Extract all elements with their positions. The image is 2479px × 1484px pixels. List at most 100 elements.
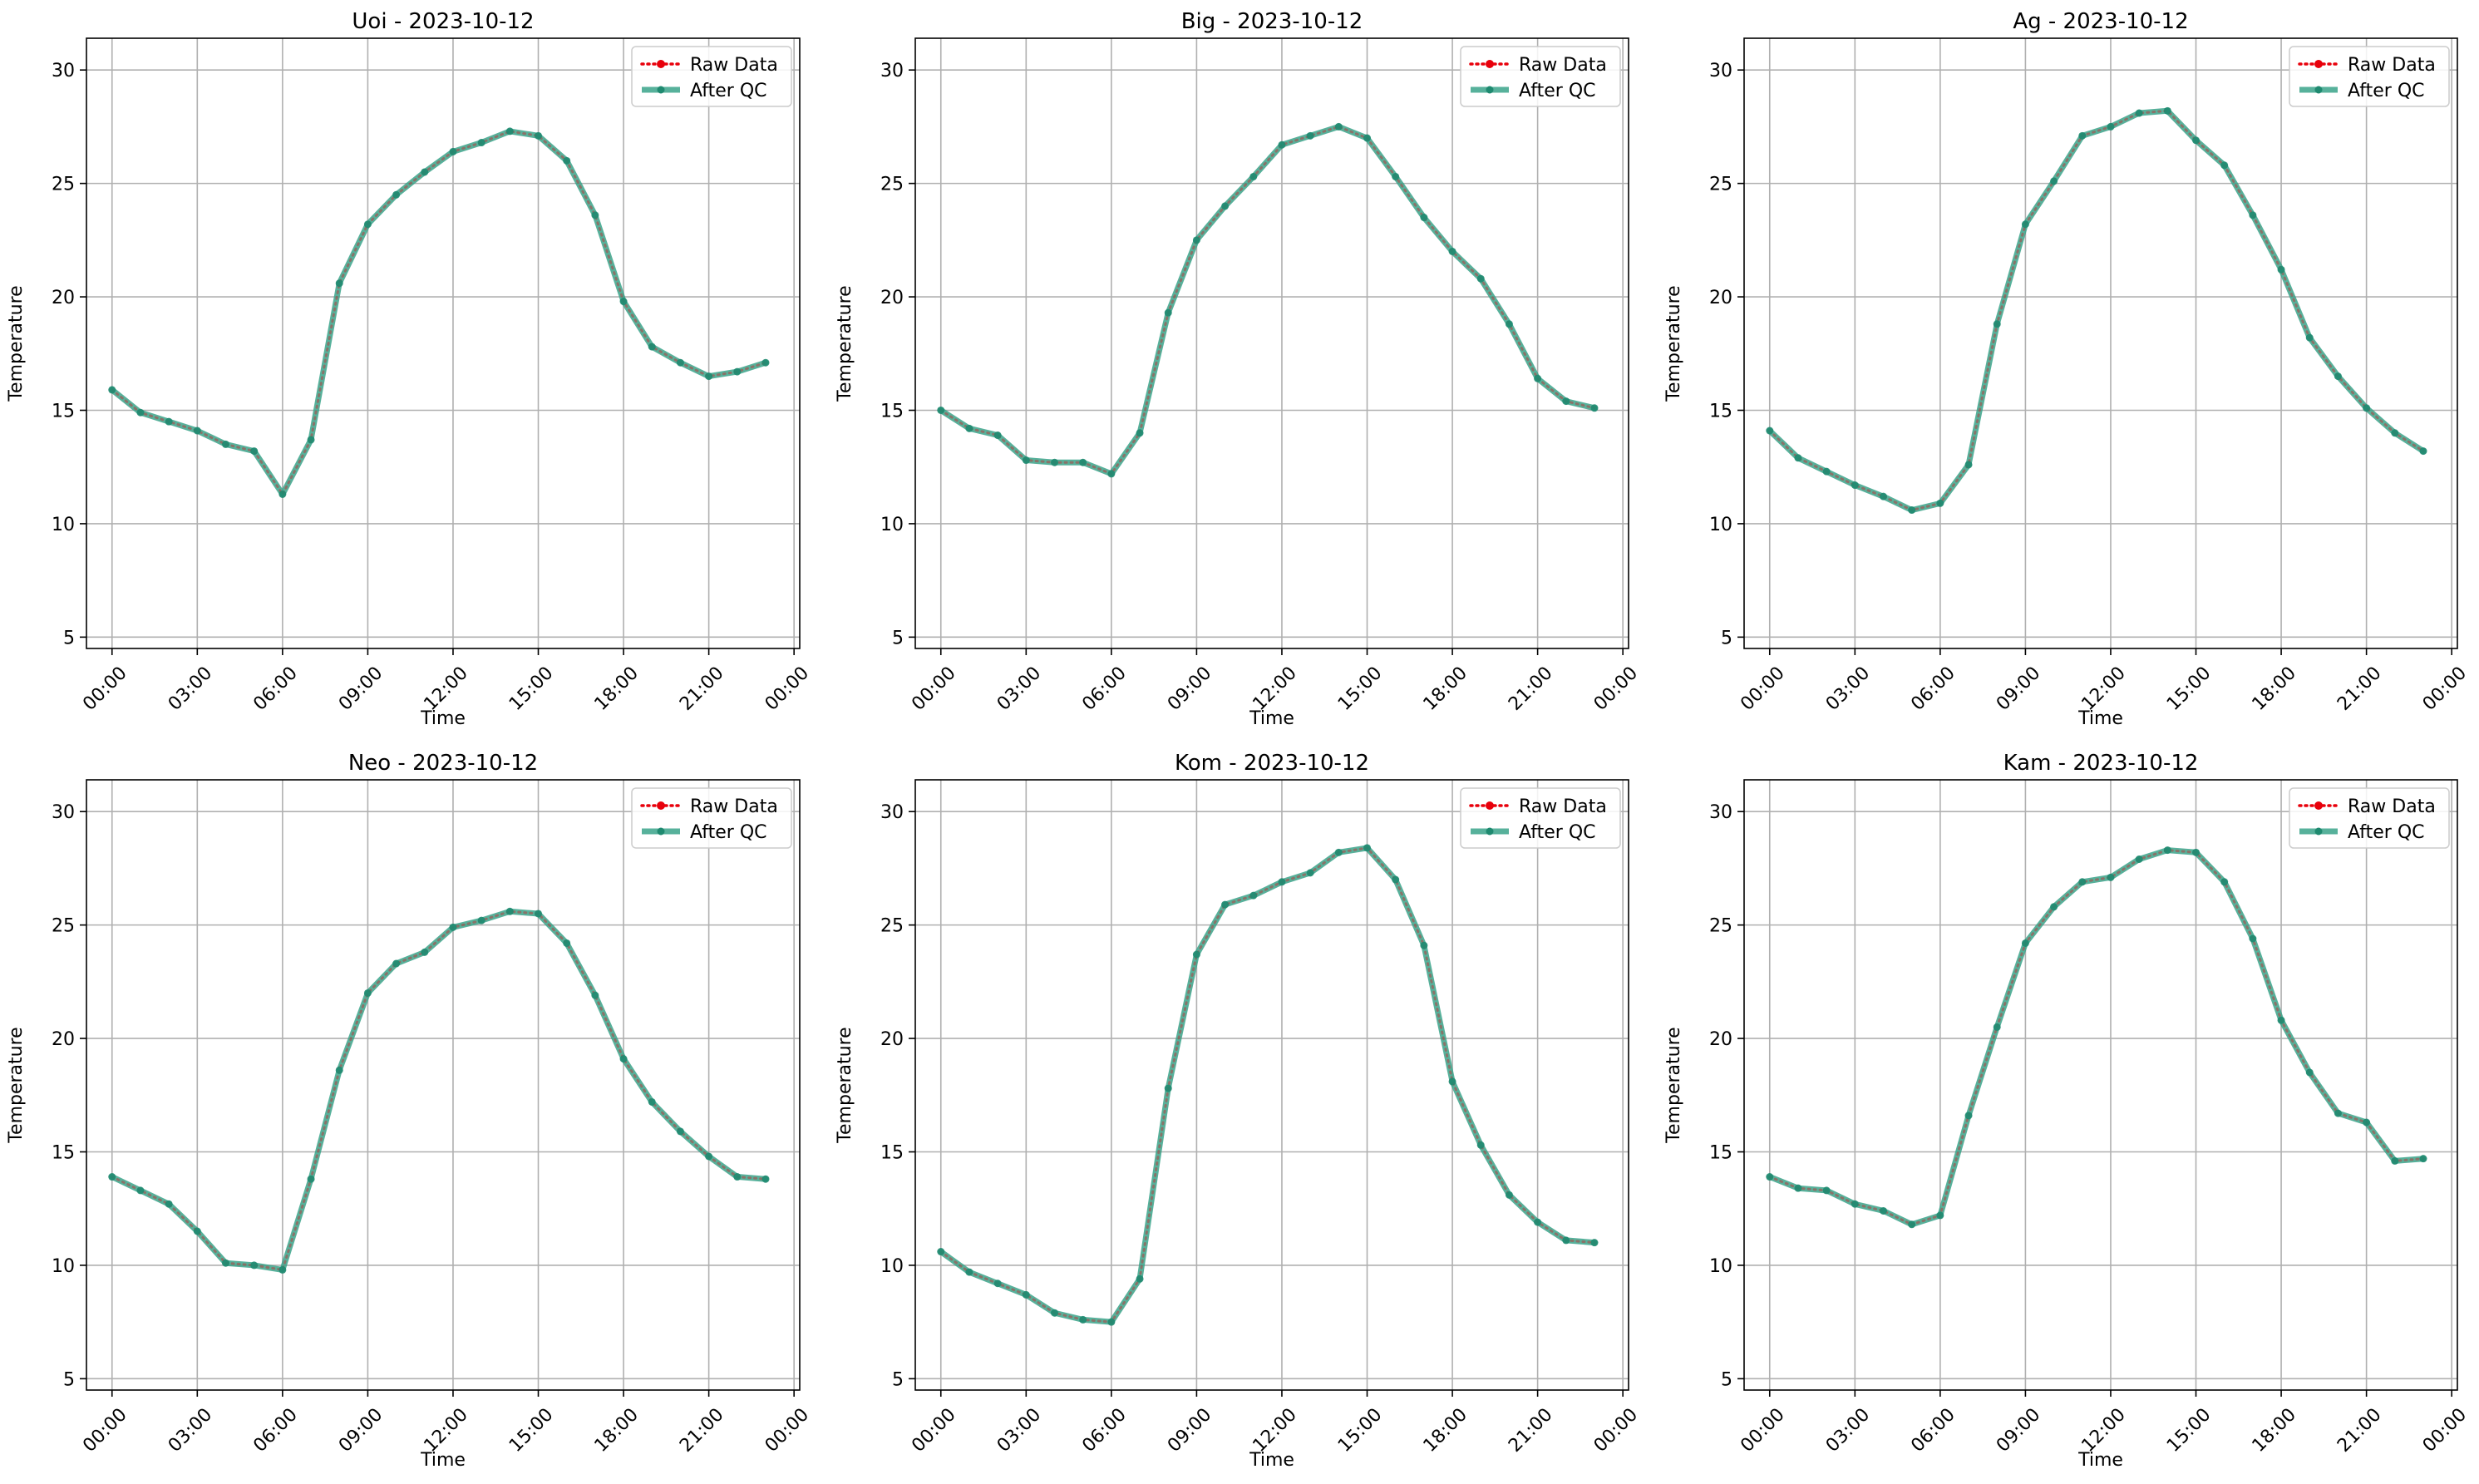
- data-point: [733, 1173, 742, 1181]
- x-tick-label: 09:00: [1164, 663, 1216, 715]
- data-point: [563, 156, 571, 165]
- data-point: [1192, 236, 1200, 244]
- x-tick-label: 12:00: [420, 1404, 472, 1457]
- legend-label-after-qc: After QC: [1519, 81, 1596, 101]
- x-axis-label: Time: [420, 708, 466, 729]
- data-point: [2021, 939, 2029, 947]
- y-tick-label: 15: [52, 401, 75, 422]
- y-tick-label: 15: [880, 401, 904, 422]
- legend-marker-after-qc: [2314, 827, 2323, 836]
- data-point: [505, 127, 514, 136]
- y-tick-label: 20: [52, 1029, 75, 1050]
- series-line-raw-data: [939, 125, 1596, 476]
- data-point: [1879, 1206, 1887, 1215]
- series-line-after-qc: [938, 845, 1598, 1325]
- x-tick-label: 09:00: [1164, 1404, 1216, 1457]
- y-tick-label: 15: [880, 1142, 904, 1163]
- series-line-raw-data: [939, 846, 1596, 1324]
- data-point: [937, 406, 945, 414]
- data-point: [1562, 397, 1570, 406]
- chart-title: Ag - 2023-10-12: [2013, 9, 2188, 34]
- data-point: [2363, 1118, 2371, 1127]
- legend-label-raw-data: Raw Data: [2348, 796, 2436, 817]
- data-point: [1794, 1184, 1802, 1192]
- x-tick-label: 21:00: [2334, 1404, 2386, 1457]
- series-line-after-qc: [938, 123, 1598, 477]
- legend-label-raw-data: Raw Data: [1519, 796, 1607, 817]
- data-point: [1278, 141, 1286, 149]
- x-tick-label: 18:00: [591, 1404, 643, 1457]
- data-point: [1334, 848, 1343, 856]
- data-point: [1908, 1220, 1916, 1229]
- data-point: [1590, 1239, 1599, 1247]
- legend: Raw Data After QC: [2289, 46, 2450, 107]
- data-point: [1505, 320, 1513, 328]
- y-tick-label: 30: [1709, 61, 1732, 81]
- data-point: [421, 168, 429, 176]
- data-point: [1851, 481, 1859, 490]
- subplot-2: 5 10 15 20 25 30 00:00 03:00 06:00 09:00 12:00 15:0…: [835, 9, 1642, 729]
- x-tick-label: 03:00: [993, 1404, 1046, 1457]
- series-markers: [1766, 846, 2427, 1229]
- series-line-raw-data: [111, 910, 767, 1272]
- data-point: [2277, 265, 2285, 274]
- data-point: [1534, 374, 1542, 382]
- x-tick-label: 15:00: [1334, 1404, 1387, 1457]
- series-markers: [108, 127, 770, 498]
- data-point: [1879, 492, 1887, 500]
- data-point: [676, 1127, 684, 1136]
- series-line-after-qc: [1767, 107, 2427, 514]
- data-point: [535, 131, 543, 140]
- data-point: [1306, 131, 1314, 140]
- subplot-1: 5 10 15 20 25 30 00:00 03:00 06:00 09:00 12:00 15:0…: [6, 9, 813, 729]
- x-tick-label: 15:00: [505, 1404, 558, 1457]
- x-tick-label: 21:00: [676, 663, 728, 715]
- chart-title: Kom - 2023-10-12: [1175, 751, 1369, 776]
- data-point: [761, 358, 770, 367]
- data-point: [1249, 172, 1258, 180]
- data-point: [1107, 470, 1116, 478]
- data-point: [1107, 1318, 1116, 1326]
- data-point: [993, 1279, 1002, 1288]
- data-point: [307, 436, 315, 444]
- data-point: [2277, 1016, 2285, 1024]
- data-point: [937, 1248, 945, 1256]
- data-point: [278, 490, 287, 498]
- data-point: [136, 408, 145, 417]
- subplot-5: 5 10 15 20 25 30 00:00 03:00 06:00 09:00 12:00 15:0…: [835, 751, 1642, 1471]
- x-tick-label: 03:00: [165, 663, 217, 715]
- axes-frame: [1743, 37, 2458, 649]
- legend-marker-raw-data: [657, 801, 665, 810]
- data-point: [1766, 426, 1774, 435]
- data-point: [1822, 467, 1831, 476]
- x-tick-label: 00:00: [2419, 1404, 2472, 1457]
- y-tick-label: 5: [892, 628, 904, 648]
- legend-label-raw-data: Raw Data: [690, 55, 778, 76]
- data-point: [2249, 934, 2257, 943]
- y-tick-label: 15: [1709, 1142, 1732, 1163]
- x-tick-label: 03:00: [993, 663, 1046, 715]
- data-point: [2305, 333, 2314, 342]
- series-line-after-qc: [109, 128, 769, 497]
- subplot-4: 5 10 15 20 25 30 00:00 03:00 06:00 09:00 12:00 15:0…: [6, 751, 813, 1471]
- x-tick-label: 03:00: [1822, 1404, 1875, 1457]
- x-tick-label: 00:00: [79, 663, 131, 715]
- legend-marker-raw-data: [1486, 60, 1494, 68]
- series-line-raw-data: [1768, 849, 2425, 1226]
- data-point: [2419, 447, 2427, 456]
- x-tick-label: 15:00: [1334, 663, 1387, 715]
- y-tick-label: 10: [1709, 515, 1732, 535]
- data-point: [1590, 404, 1599, 412]
- data-point: [2078, 131, 2087, 140]
- y-tick-label: 25: [52, 916, 75, 937]
- x-tick-label: 15:00: [2163, 663, 2215, 715]
- data-point: [2163, 846, 2171, 855]
- x-tick-label: 09:00: [1993, 663, 2045, 715]
- data-point: [2220, 161, 2229, 170]
- grid: [915, 38, 1629, 648]
- data-point: [1079, 1315, 1087, 1324]
- data-point: [1221, 900, 1230, 909]
- data-point: [1936, 1211, 1944, 1220]
- data-point: [2419, 1155, 2427, 1163]
- chart-title: Uoi - 2023-10-12: [352, 9, 534, 34]
